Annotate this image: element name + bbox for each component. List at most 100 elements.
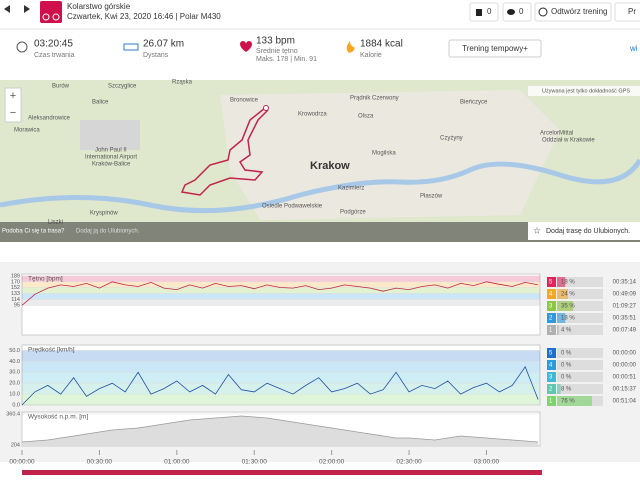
map-city: Krakow (310, 160, 350, 172)
zone-percent: 4 % (561, 328, 572, 334)
zone-box (557, 277, 603, 287)
duration-label: Czas trwania (34, 52, 75, 59)
zone-swatch (547, 325, 556, 335)
map-label: Krowodrza (298, 112, 327, 118)
range-slider[interactable] (22, 470, 542, 475)
x-tick-label: 01:00:00 (164, 459, 190, 466)
gps-note: Używana jest tylko dokładność GPS (542, 88, 630, 94)
zone-percent: 76 % (561, 399, 575, 405)
zone-percent: 24 % (561, 292, 575, 298)
zone-swatch (547, 348, 556, 358)
zone-number: 2 (549, 316, 553, 322)
zone-percent: 0 % (561, 375, 572, 381)
panel-title: Tętno [bpm] (28, 276, 63, 283)
zone-percent: 0 % (561, 351, 572, 357)
zone-box (557, 360, 603, 370)
zone-bar (557, 277, 566, 287)
replay: Odtwórz trening (551, 7, 607, 16)
panel (21, 344, 541, 406)
zone-number: 4 (549, 363, 553, 369)
like-button[interactable] (469, 2, 499, 22)
zoom-out[interactable]: − (10, 107, 16, 119)
training-button[interactable] (448, 39, 542, 58)
series-line (21, 281, 539, 306)
comment-button[interactable] (502, 2, 532, 22)
zone-band (22, 299, 540, 306)
airport (80, 120, 140, 150)
zone-percent: 18 % (561, 316, 575, 322)
zone-time: 00:00:00 (613, 351, 637, 357)
cut-link[interactable]: wi (629, 44, 638, 53)
map-label: Czyżyny (440, 136, 463, 142)
y-tick-label: 189 (11, 273, 20, 279)
zoom (4, 87, 22, 123)
zone-number: 1 (549, 399, 553, 405)
map-label: Płaszów (420, 194, 443, 200)
zone-time: 00:49:09 (613, 292, 637, 298)
zone-number: 2 (549, 387, 553, 393)
map-label: Mogilska (372, 151, 396, 157)
x-tick-label: 02:00:00 (319, 459, 345, 466)
zone-bar (557, 289, 569, 299)
zone-number: 3 (549, 375, 553, 381)
map-label: Morawica (14, 128, 40, 134)
zone-band (22, 281, 540, 288)
map-label: Aleksandrowice (28, 116, 71, 122)
y-tick-label: 50.0 (9, 348, 20, 354)
zone-box (557, 313, 603, 323)
zone-swatch (547, 384, 556, 394)
zone-percent: 35 % (561, 304, 575, 310)
y-tick-label: 360.4 (6, 411, 20, 417)
zone-band (22, 394, 540, 405)
calories-label: Kalorie (360, 52, 382, 59)
prev[interactable] (4, 5, 10, 13)
series-line (21, 365, 539, 406)
y-tick-label: 204 (11, 443, 20, 449)
map-label: Kraków-Balice (92, 162, 131, 168)
zone-box (557, 301, 603, 311)
zoom-in[interactable]: + (10, 90, 16, 102)
zone-percent: 18 % (561, 280, 575, 286)
map-label: Burów (52, 84, 70, 90)
distance: 26.07 km (143, 39, 184, 50)
zone-bar (557, 384, 561, 394)
more-button[interactable] (614, 2, 640, 22)
gps-note-bg (528, 86, 640, 96)
icon (538, 7, 548, 17)
next[interactable] (24, 5, 30, 13)
map-label: Bronowice (230, 98, 259, 104)
icon (52, 13, 60, 21)
map-label: Oddział w Krakowie (542, 138, 595, 144)
zone-swatch (547, 372, 556, 382)
y-tick-label: 170 (11, 279, 20, 285)
icon (42, 13, 50, 21)
map-footer (0, 222, 640, 242)
comments: 0 (519, 7, 524, 16)
icon (507, 9, 515, 15)
x-tick-label: 02:30:00 (396, 459, 422, 466)
zone-box (557, 384, 603, 394)
x-tick-label: 00:30:00 (87, 459, 113, 466)
icon (16, 41, 28, 53)
favorite-button[interactable] (528, 222, 640, 240)
heart-rate-label: Średnie tętno (256, 46, 298, 55)
replay-button[interactable] (534, 2, 612, 22)
panel-title: Prędkość [km/h] (28, 347, 75, 354)
zone-time: 00:35:14 (613, 280, 637, 286)
training-button-label: Trening tempowy+ (462, 44, 528, 53)
river (0, 158, 640, 214)
map-label: Balice (92, 100, 109, 106)
map-label: ArcelorMittal (540, 131, 573, 137)
y-tick-label: 114 (11, 297, 20, 303)
favorite-button-label: Dodaj trasę do Ulubionych. (546, 228, 630, 235)
zone-bar (557, 396, 592, 406)
zone-band (22, 293, 540, 300)
header: Kolarstwo górskie Czwartek, Kwi 23, 2020… (0, 1, 640, 30)
x-tick-label: 01:30:00 (242, 459, 268, 466)
icon (476, 9, 482, 16)
favorite-star: ☆ (533, 225, 541, 235)
zone-band (22, 287, 540, 294)
zone-time: 01:09:27 (613, 304, 637, 310)
